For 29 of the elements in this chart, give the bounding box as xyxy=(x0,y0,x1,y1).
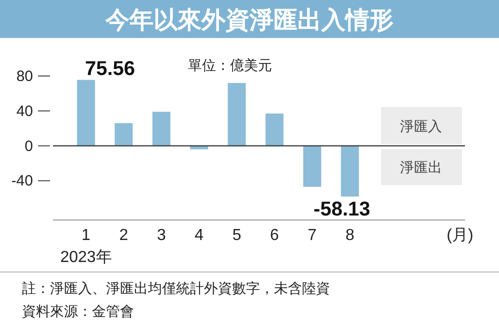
bar xyxy=(77,80,95,146)
source-note: 資料來源：金管會 xyxy=(22,303,134,319)
y-tick-label: -40 xyxy=(11,172,33,190)
y-tick-label: 80 xyxy=(16,68,33,85)
x-tick-label: 3 xyxy=(156,227,166,244)
bar xyxy=(266,114,284,146)
bar xyxy=(303,146,322,187)
y-tick-label: 40 xyxy=(16,102,33,120)
chart-title: 今年以來外資淨匯出入情形 xyxy=(104,7,394,34)
x-tick-label: 2 xyxy=(119,227,128,244)
bar xyxy=(152,112,170,146)
data-label: -58.13 xyxy=(314,198,370,221)
text: 淨匯出 xyxy=(400,159,442,175)
y-tick-label: 0 xyxy=(24,138,33,155)
text: 註：淨匯入、淨匯出均僅統計外資數字，未含陸資 xyxy=(22,280,330,296)
text: 2023年 xyxy=(60,249,112,266)
x-tick-label: 5 xyxy=(232,227,242,244)
x-tick-label: 1 xyxy=(82,227,91,244)
bar xyxy=(340,146,359,197)
text: 單位：億美元 xyxy=(188,57,272,73)
bar xyxy=(114,123,133,146)
bar xyxy=(228,82,246,146)
x-tick-label: 6 xyxy=(270,227,280,244)
x-tick-label: 4 xyxy=(194,227,204,244)
x-tick-label: 7 xyxy=(308,227,317,244)
data-label: 75.56 xyxy=(84,58,136,80)
x-axis-title: (月) xyxy=(446,227,474,244)
text: 淨匯入 xyxy=(400,118,442,134)
x-tick-label: 8 xyxy=(345,227,354,244)
